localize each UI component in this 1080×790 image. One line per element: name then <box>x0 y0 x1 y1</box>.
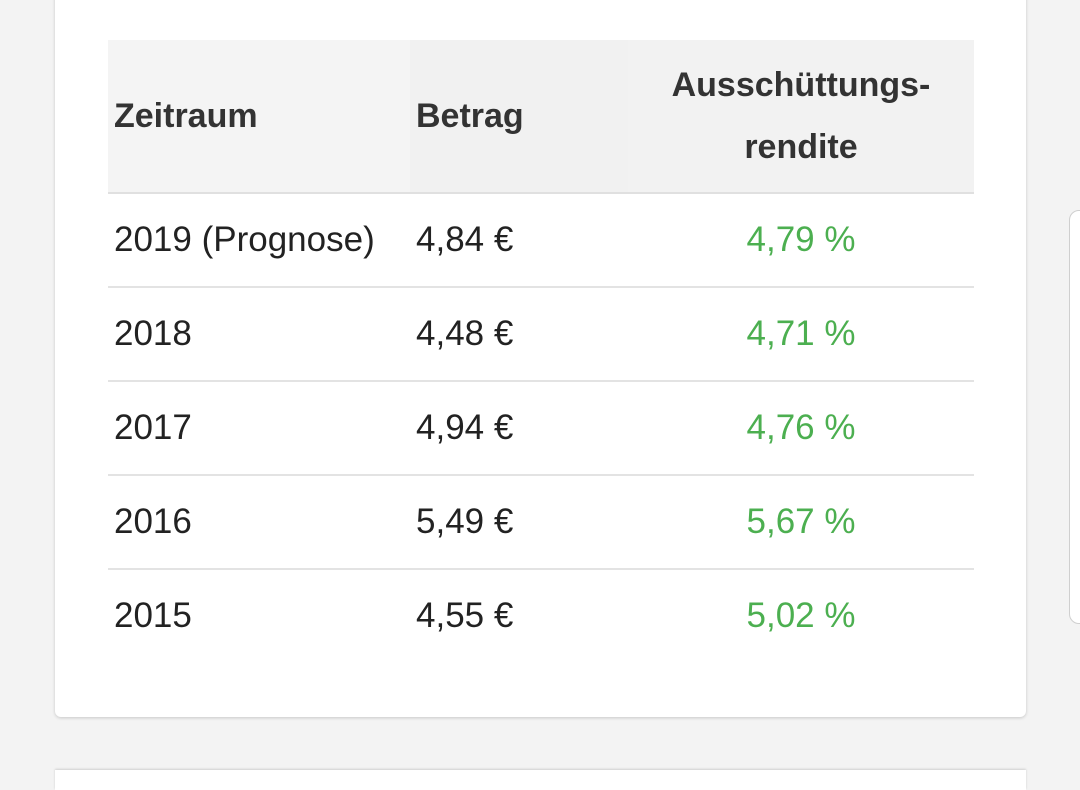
cell-amount: 4,48 € <box>416 314 514 353</box>
cell-yield: 5,67 % <box>746 502 856 541</box>
cell-amount: 4,94 € <box>416 408 514 447</box>
cell-yield: 4,76 % <box>746 408 856 447</box>
cell-period: 2017 <box>114 408 192 447</box>
dividend-table: Zeitraum Betrag Ausschüttungs- rendite 2… <box>108 40 974 662</box>
next-card-edge <box>55 770 1026 790</box>
table-row: 2016 5,49 € 5,67 % <box>108 476 974 570</box>
header-period: Zeitraum <box>114 96 258 135</box>
dividend-card: Zeitraum Betrag Ausschüttungs- rendite 2… <box>55 0 1026 717</box>
cell-period: 2016 <box>114 502 192 541</box>
header-yield-text: Ausschüttungs- rendite <box>672 54 931 178</box>
cell-amount: 4,84 € <box>416 220 514 259</box>
table-row: 2019 (Prognose) 4,84 € 4,79 % <box>108 194 974 288</box>
cell-period: 2018 <box>114 314 192 353</box>
cell-amount: 4,55 € <box>416 596 514 635</box>
cell-yield: 5,02 % <box>746 596 856 635</box>
cell-amount: 5,49 € <box>416 502 514 541</box>
cell-yield: 4,79 % <box>746 220 856 259</box>
cell-period: 2015 <box>114 596 192 635</box>
table-row: 2017 4,94 € 4,76 % <box>108 382 974 476</box>
cell-period: 2019 (Prognose) <box>114 220 375 259</box>
table-row: 2018 4,48 € 4,71 % <box>108 288 974 382</box>
header-yield-line1: Ausschüttungs- <box>671 66 931 104</box>
table-row: 2015 4,55 € 5,02 % <box>108 570 974 662</box>
scroll-handle[interactable] <box>1069 210 1080 624</box>
header-yield-line2: rendite <box>744 128 858 166</box>
header-amount: Betrag <box>410 40 628 192</box>
table-header: Zeitraum Betrag Ausschüttungs- rendite <box>108 40 974 194</box>
header-yield: Ausschüttungs- rendite <box>628 40 974 192</box>
cell-yield: 4,71 % <box>746 314 856 353</box>
